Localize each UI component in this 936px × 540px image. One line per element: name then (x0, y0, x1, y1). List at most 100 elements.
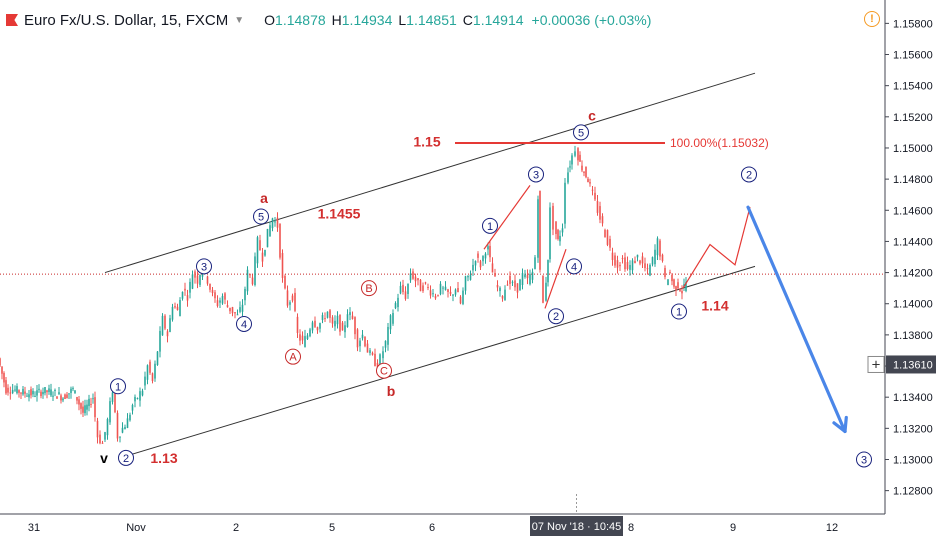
candle-body (559, 235, 561, 242)
wave-label-circle (856, 451, 872, 468)
candle-body (641, 256, 644, 264)
wave-label: C (380, 366, 388, 378)
candle-body (46, 390, 48, 393)
candle-body (329, 310, 331, 318)
candle-body (226, 305, 229, 308)
candle-body (477, 253, 479, 258)
candle-body (106, 419, 109, 436)
candle-body (166, 331, 169, 337)
wave-label-circle (196, 258, 212, 275)
wave-label: 1 (487, 221, 493, 233)
candle-body (587, 178, 589, 183)
candle-body (32, 390, 34, 395)
projection-path (682, 207, 751, 289)
candle-body (38, 388, 40, 390)
candle-body (171, 306, 174, 320)
candle-body (409, 273, 412, 281)
candle-body (509, 275, 511, 284)
candle-body (356, 329, 359, 348)
y-tick-label: 1.14000 (893, 299, 933, 311)
candle-body (48, 388, 50, 392)
plus-icon: + (872, 356, 881, 373)
chevron-down-icon[interactable]: ▼ (234, 14, 245, 26)
y-tick-label: 1.15800 (893, 18, 933, 30)
candle-body (209, 283, 211, 290)
crosshair-button (867, 355, 885, 373)
candle-body (284, 275, 286, 289)
y-tick-label: 1.15400 (893, 81, 933, 93)
candle-body (569, 166, 571, 168)
wave-label: A (289, 352, 297, 364)
candle-body (656, 238, 659, 256)
candle-body (254, 256, 256, 286)
wave-label: B (365, 283, 372, 295)
symbol-title[interactable]: Euro Fx/U.S. Dollar, 15, FXCM (24, 11, 229, 29)
wave-label-circle (236, 315, 252, 332)
candle-body (1, 366, 3, 374)
candle-body (331, 317, 334, 324)
candle-body (614, 255, 616, 266)
wave-label: 2 (746, 169, 752, 181)
candle-body (487, 246, 489, 250)
y-tick-label: 1.13800 (893, 330, 933, 342)
candle-body (246, 269, 249, 292)
change-value: +0.00036 (+0.03%) (531, 12, 652, 28)
candle-body (52, 395, 54, 397)
candle-body (547, 259, 549, 283)
high-value: 1.14934 (341, 12, 393, 28)
wave-label: c (588, 107, 596, 123)
candle-body (579, 154, 581, 162)
warning-icon[interactable]: ! (864, 11, 880, 27)
candle-body (341, 322, 344, 331)
candle-body (269, 225, 271, 237)
candle-body (619, 264, 621, 267)
wave-label-circle (573, 124, 589, 141)
candle-body (616, 260, 619, 268)
candle-body (229, 307, 231, 312)
candle-body (506, 284, 509, 286)
candle-body (194, 271, 196, 278)
candle-body (567, 172, 569, 183)
candle-body (184, 288, 186, 291)
x-tick-label: Nov (126, 522, 146, 534)
candle-body (326, 311, 329, 318)
y-tick-label: 1.15000 (893, 143, 933, 155)
candle-body (86, 404, 88, 410)
candle-body (88, 398, 90, 407)
candle-body (585, 166, 587, 178)
candle-body (344, 325, 346, 333)
candle-body (156, 351, 159, 366)
candle-body (99, 434, 101, 444)
candle-body (651, 257, 654, 265)
candle-body (467, 275, 469, 278)
candle-body (274, 221, 276, 223)
x-tick-label: 6 (429, 522, 435, 534)
candle-body (3, 372, 5, 383)
candle-body (7, 387, 9, 393)
close-label: C (462, 12, 473, 28)
candle-body (9, 392, 12, 394)
candle-body (151, 373, 154, 381)
candle-body (199, 274, 201, 285)
candle-body (40, 391, 42, 397)
candle-body (66, 394, 68, 398)
candle-body (644, 263, 646, 269)
candle-body (211, 289, 214, 293)
wave3-trend-line (483, 185, 531, 250)
candle-body (469, 274, 472, 280)
candle-body (519, 279, 521, 291)
candle-body (462, 290, 464, 304)
candle-body (78, 399, 80, 405)
y-tick-label: 1.13400 (893, 392, 933, 404)
channel-upper-line (104, 72, 756, 274)
candle-body (494, 272, 496, 277)
candle-body (407, 283, 409, 295)
candle-body (491, 263, 494, 273)
candle-body (639, 260, 641, 264)
candle-body (314, 320, 316, 327)
candle-body (472, 264, 474, 271)
candle-body (659, 240, 661, 257)
wave-label-circle (285, 348, 301, 365)
candle-body (581, 165, 583, 171)
